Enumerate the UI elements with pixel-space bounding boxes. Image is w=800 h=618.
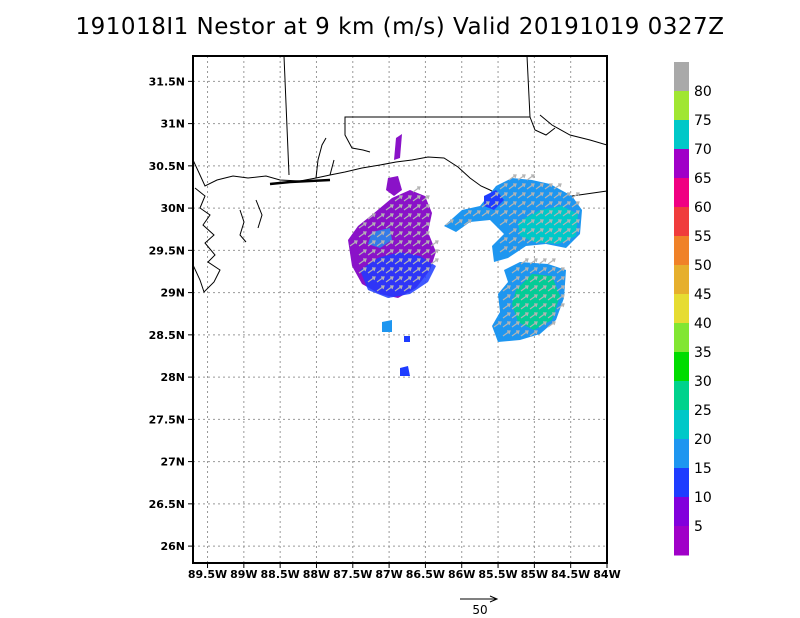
lat-tick-label: 27.5N	[149, 413, 185, 426]
colorbar-segment	[674, 120, 689, 150]
colorbar-segment	[674, 410, 689, 440]
wind-vectors	[349, 174, 580, 337]
lon-tick-label: 84.5W	[551, 568, 590, 581]
colorbar-label: 70	[694, 142, 712, 158]
colorbar-label: 55	[694, 229, 712, 245]
lon-tick-label: 89W	[230, 568, 257, 581]
colorbar-segment	[674, 468, 689, 498]
colorbar-labels: 80 75 70 65 60 55 50 45 40 35 30 25 20 15 10 5	[694, 84, 712, 535]
colorbar-label: 20	[694, 432, 712, 448]
axis-ticks	[188, 80, 608, 568]
colorbar-segment	[674, 236, 689, 266]
lat-tick-label: 28N	[160, 371, 185, 384]
north-spike	[394, 134, 402, 160]
colorbar-segment	[674, 352, 689, 382]
south-spot-2	[400, 366, 410, 376]
colorbar-label: 60	[694, 200, 712, 216]
lat-tick-label: 29.5N	[149, 244, 185, 257]
lon-tick-label: 88.5W	[261, 568, 300, 581]
west-cluster-core	[360, 252, 436, 298]
colorbar-segment	[674, 62, 689, 92]
colorbar-label: 10	[694, 490, 712, 506]
colorbar-segment	[674, 526, 689, 556]
colorbar-label: 40	[694, 316, 712, 332]
lon-tick-label: 85W	[521, 568, 548, 581]
colorbar-label: 65	[694, 171, 712, 187]
colorbar-segment	[674, 323, 689, 353]
lat-tick-label: 31N	[160, 118, 185, 131]
colorbar-segment	[674, 265, 689, 295]
colorbar-segment	[674, 497, 689, 527]
lat-tick-label: 28.5N	[149, 329, 185, 342]
lon-tick-label: 86.5W	[406, 568, 445, 581]
colorbar-label: 35	[694, 345, 712, 361]
colorbar-segment	[674, 178, 689, 208]
chart-title: 191018I1 Nestor at 9 km (m/s) Valid 2019…	[75, 14, 725, 40]
lon-tick-label: 88W	[303, 568, 330, 581]
colorbar-segment	[674, 294, 689, 324]
barrier-island	[269, 178, 331, 186]
lat-tick-label: 29N	[160, 287, 185, 300]
colorbar-segment	[674, 91, 689, 121]
lon-tick-label: 84W	[593, 568, 620, 581]
lat-tick-label: 26.5N	[149, 498, 185, 511]
colorbar-segment	[674, 439, 689, 469]
colorbar-label: 80	[694, 84, 712, 100]
lon-axis-labels: 89.5W 89W 88.5W 88W 87.5W 87W 86.5W 86W 85.5W 85W…	[188, 568, 621, 581]
east-cluster-dark	[484, 190, 504, 210]
wind-field-patches	[348, 134, 582, 376]
lat-tick-label: 26N	[160, 540, 185, 553]
colorbar-segment	[674, 381, 689, 411]
colorbar	[674, 62, 689, 556]
lat-axis-labels: 31.5N 31N 30.5N 30N 29.5N 29N 28.5N 28N 27.5N 27N…	[149, 75, 185, 553]
lat-tick-label: 31.5N	[149, 75, 185, 88]
colorbar-label: 75	[694, 113, 712, 129]
colorbar-label: 30	[694, 374, 712, 390]
south-spot-3	[404, 336, 410, 342]
lat-tick-label: 30.5N	[149, 160, 185, 173]
colorbar-segment	[674, 149, 689, 179]
northwest-spot	[386, 176, 402, 196]
scale-arrow: 50	[460, 595, 499, 617]
lat-tick-label: 27N	[160, 456, 185, 469]
colorbar-label: 25	[694, 403, 712, 419]
lon-tick-label: 89.5W	[188, 568, 227, 581]
colorbar-label: 45	[694, 287, 712, 303]
lat-tick-label: 30N	[160, 202, 185, 215]
lon-tick-label: 86W	[448, 568, 475, 581]
colorbar-segment	[674, 207, 689, 237]
lon-tick-label: 87W	[375, 568, 402, 581]
scale-arrow-label: 50	[472, 603, 487, 617]
lon-tick-label: 85.5W	[478, 568, 517, 581]
south-spot-1	[382, 320, 392, 332]
colorbar-label: 50	[694, 258, 712, 274]
map-frame	[192, 55, 608, 564]
lon-tick-label: 87.5W	[333, 568, 372, 581]
colorbar-label: 15	[694, 461, 712, 477]
colorbar-label: 5	[694, 519, 703, 535]
